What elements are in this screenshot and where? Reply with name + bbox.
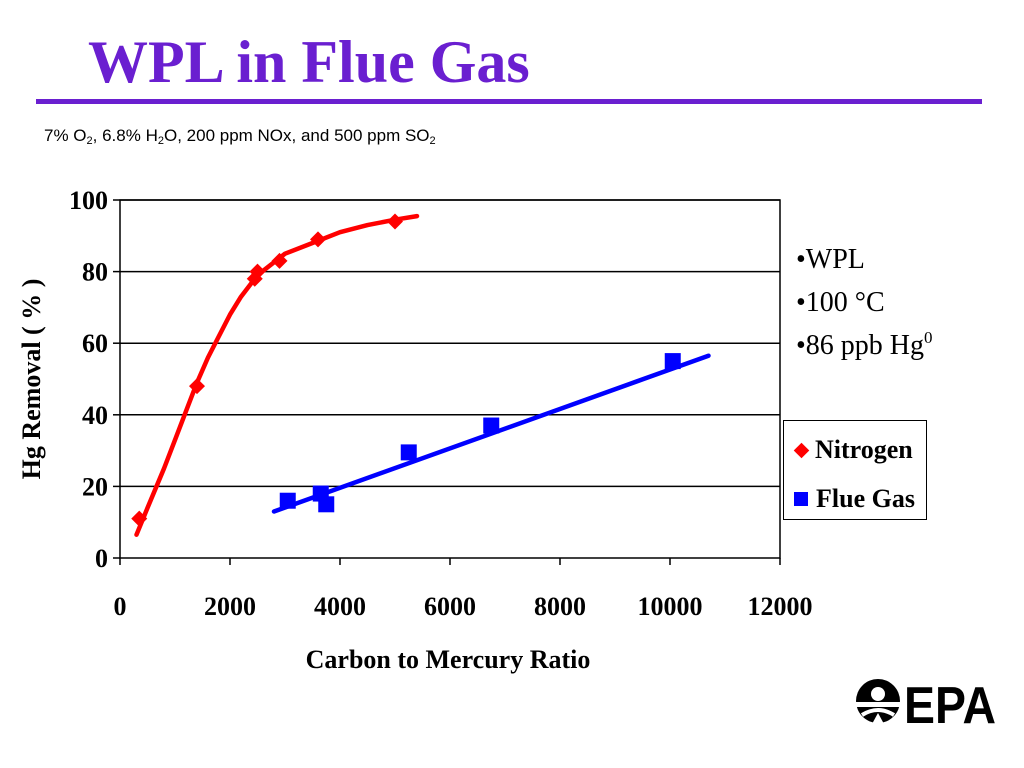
conditions-notes: •WPL •100 °C •86 ppb Hg0 — [796, 238, 933, 367]
data-point-flue-gas — [664, 353, 681, 370]
data-point-nitrogen — [131, 510, 148, 527]
x-tick-label: 8000 — [534, 592, 586, 621]
x-tick-label: 2000 — [204, 592, 256, 621]
plot-area-border — [119, 199, 781, 559]
data-point-flue-gas — [318, 496, 335, 513]
legend-label-nitrogen: Nitrogen — [815, 435, 913, 464]
data-point-nitrogen — [271, 252, 288, 269]
red-diamond-marker-icon — [793, 442, 810, 458]
y-tick-label: 20 — [82, 472, 108, 501]
x-tick-label: 6000 — [424, 592, 476, 621]
slide-title: WPL in Flue Gas — [88, 29, 530, 95]
x-tick-label: 0 — [114, 592, 127, 621]
conditions-subtitle: 7% O2, 6.8% H2O, 200 ppm NOx, and 500 pp… — [44, 126, 436, 147]
y-tick-label: 40 — [82, 401, 108, 430]
note-superscript: 0 — [924, 328, 933, 347]
subscript: 2 — [86, 135, 93, 147]
trendline-nitrogen — [134, 213, 420, 537]
subscript: 2 — [157, 135, 164, 147]
x-axis-title: Carbon to Mercury Ratio — [306, 645, 591, 674]
subtitle-text: 7% O — [44, 126, 87, 145]
chart-legend: Nitrogen Flue Gas — [783, 420, 927, 520]
legend-item-nitrogen: Nitrogen — [793, 435, 913, 465]
legend-item-flue-gas: Flue Gas — [794, 484, 915, 514]
y-tick-label: 100 — [69, 186, 108, 215]
data-point-flue-gas — [279, 492, 296, 509]
note-text: •86 ppb Hg — [796, 330, 925, 361]
note-line: •100 °C — [796, 281, 933, 324]
note-line: •86 ppb Hg0 — [796, 324, 933, 367]
note-text: •100 °C — [796, 287, 885, 318]
x-tick-label: 12000 — [748, 592, 813, 621]
epa-logo-icon: EPA — [856, 677, 996, 729]
x-tick-label: 4000 — [314, 592, 366, 621]
subscript: 2 — [429, 135, 436, 147]
data-point-nitrogen — [387, 213, 403, 230]
epa-logo-text: EPA — [904, 677, 996, 729]
data-point-flue-gas — [400, 444, 417, 461]
note-text: •WPL — [796, 244, 865, 275]
y-tick-label: 80 — [82, 258, 108, 287]
y-tick-label: 60 — [82, 329, 108, 358]
data-point-nitrogen — [189, 378, 205, 395]
y-axis-title: Hg Removal ( % ) — [17, 279, 46, 480]
data-point-nitrogen — [249, 263, 266, 280]
subtitle-text: O, 200 ppm NOx, and 500 ppm SO — [163, 126, 430, 145]
trendline-flue-gas — [271, 353, 711, 514]
title-divider — [36, 99, 982, 104]
blue-square-marker-icon — [794, 492, 808, 506]
subtitle-text: , 6.8% H — [92, 126, 158, 145]
note-line: •WPL — [796, 238, 933, 281]
data-point-nitrogen — [310, 231, 326, 248]
data-point-flue-gas — [483, 417, 500, 434]
legend-label-flue-gas: Flue Gas — [816, 484, 915, 513]
x-tick-label: 10000 — [638, 592, 703, 621]
y-tick-label: 0 — [95, 544, 108, 573]
